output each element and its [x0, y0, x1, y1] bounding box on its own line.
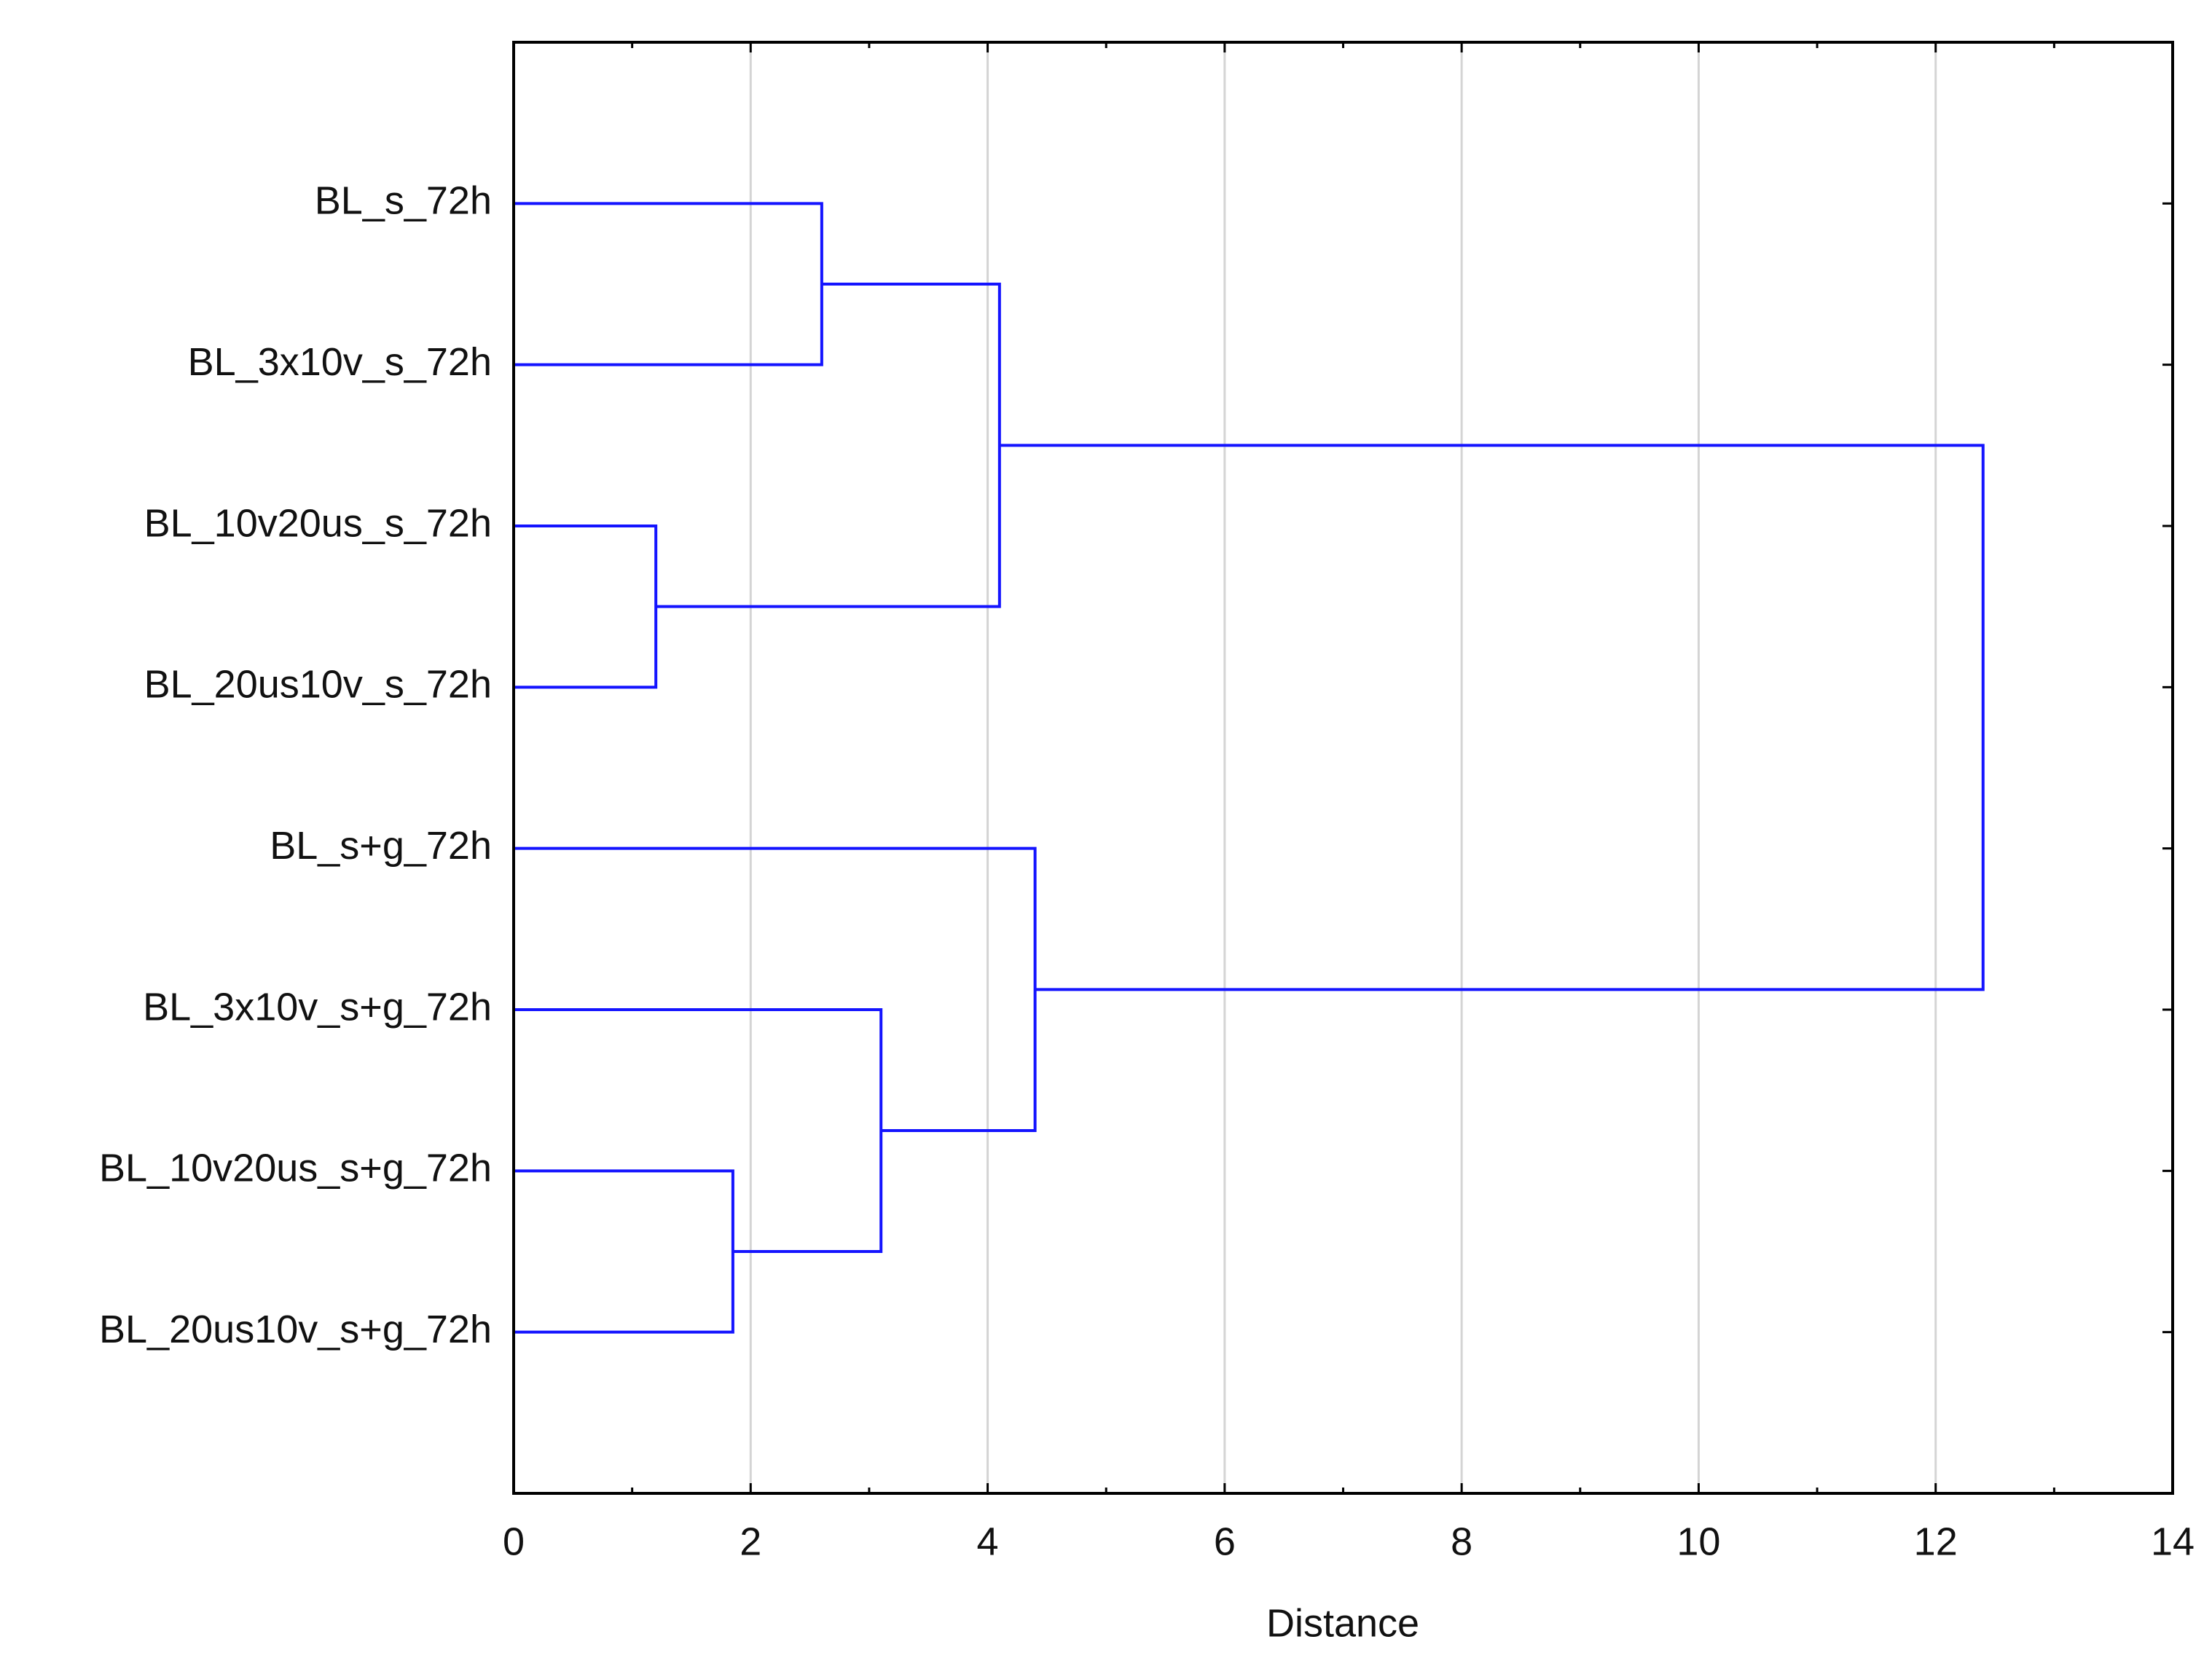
dendrogram-link [514, 846, 1037, 1132]
x-tick-label: 8 [1451, 1520, 1472, 1563]
leaf-label: BL_3x10v_s+g_72h [143, 985, 492, 1029]
leaf-label: BL_s+g_72h [270, 824, 492, 868]
x-tick-label: 10 [1676, 1520, 1720, 1563]
dendrogram-link [999, 444, 1985, 991]
dendrogram-link [514, 1169, 734, 1334]
x-tick-label: 2 [740, 1520, 761, 1563]
dendrogram-link [514, 202, 823, 366]
leaf-label: BL_20us10v_s+g_72h [99, 1308, 492, 1351]
x-tick-label: 4 [977, 1520, 999, 1563]
leaf-label: BL_s_72h [315, 179, 492, 223]
dendrogram-link [656, 283, 1001, 608]
x-tick-label: 0 [503, 1520, 525, 1563]
x-tick-label: 6 [1214, 1520, 1236, 1563]
leaf-label: BL_3x10v_s_72h [188, 340, 492, 384]
leaf-label: BL_10v20us_s_72h [144, 501, 492, 545]
leaf-label: BL_20us10v_s_72h [144, 663, 492, 707]
x-tick-label: 12 [1914, 1520, 1958, 1563]
dendrogram-link [514, 1008, 883, 1253]
dendrogram-link [514, 524, 658, 689]
plot-frame [512, 41, 2174, 1495]
x-tick-label: 14 [2151, 1520, 2195, 1563]
x-axis-title: Distance [1266, 1601, 1419, 1645]
leaf-label: BL_10v20us_s+g_72h [99, 1147, 492, 1190]
